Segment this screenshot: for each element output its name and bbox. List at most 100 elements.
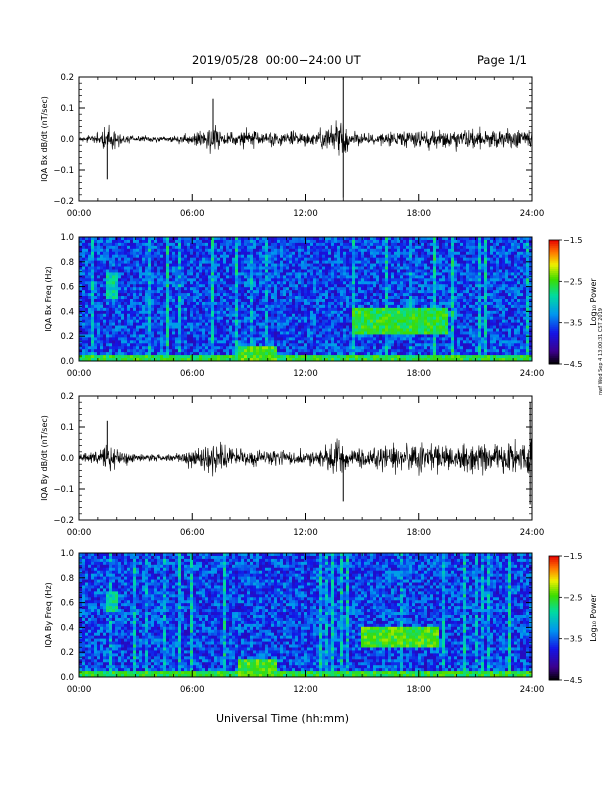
spectrogram-cell xyxy=(208,346,212,350)
spectrogram-cell xyxy=(85,254,89,259)
spectrogram-cell xyxy=(388,310,392,315)
spectrogram-cell xyxy=(289,290,293,294)
spectrogram-cell xyxy=(178,254,182,259)
spectrogram-cell xyxy=(304,284,308,288)
spectrogram-cell xyxy=(343,301,347,306)
spectrogram-cell xyxy=(211,275,215,279)
spectrogram-cell xyxy=(142,293,146,297)
spectrogram-cell xyxy=(412,242,416,247)
spectrogram-cell xyxy=(244,358,248,362)
spectrogram-cell xyxy=(292,293,296,297)
spectrogram-cell xyxy=(397,248,401,253)
spectrogram-cell xyxy=(187,325,191,329)
spectrogram-cell xyxy=(373,248,377,253)
spectrogram-cell xyxy=(100,242,104,247)
spectrogram-cell xyxy=(145,293,149,297)
spectrogram-cell xyxy=(100,337,104,341)
spectrogram-cell xyxy=(196,337,200,341)
spectrogram-cell xyxy=(334,310,338,315)
spectrogram-cell xyxy=(103,266,107,270)
spectrogram-cell xyxy=(364,287,368,291)
spectrogram-cell xyxy=(412,260,416,264)
spectrogram-cell xyxy=(325,260,329,264)
spectrogram-cell xyxy=(139,325,143,329)
spectrogram-cell xyxy=(229,272,233,276)
spectrogram-cell xyxy=(304,319,308,324)
spectrogram-cell xyxy=(319,313,323,318)
spectrogram-cell xyxy=(346,293,350,297)
spectrogram-cell xyxy=(172,301,176,306)
spectrogram-cell xyxy=(403,346,407,350)
spectrogram-cell xyxy=(241,319,245,324)
spectrogram-cell xyxy=(415,304,419,309)
spectrogram-cell xyxy=(244,307,248,312)
spectrogram-cell xyxy=(277,316,281,321)
spectrogram-cell xyxy=(286,328,290,332)
spectrogram-cell xyxy=(139,307,143,312)
spectrogram-cell xyxy=(208,310,212,315)
spectrogram-cell xyxy=(124,245,128,250)
spectrogram-cell xyxy=(127,304,131,309)
spectrogram-cell xyxy=(124,319,128,324)
spectrogram-cell xyxy=(193,355,197,359)
spectrogram-cell xyxy=(352,304,356,309)
spectrogram-cell xyxy=(79,352,83,356)
spectrogram-cell xyxy=(124,257,128,262)
spectrogram-cell xyxy=(94,304,98,309)
spectrogram-cell xyxy=(172,319,176,324)
spectrogram-cell xyxy=(160,299,164,303)
spectrogram-cell xyxy=(223,272,227,276)
spectrogram-cell xyxy=(112,299,116,303)
spectrogram-cell xyxy=(127,343,131,347)
spectrogram-cell xyxy=(298,319,302,324)
spectrogram-cell xyxy=(103,248,107,253)
spectrogram-cell xyxy=(406,331,410,335)
spectrogram-cell xyxy=(295,301,299,306)
spectrogram-cell xyxy=(97,245,101,250)
spectrogram-cell xyxy=(238,325,242,329)
spectrogram-cell xyxy=(334,307,338,312)
spectrogram-cell xyxy=(109,325,113,329)
spectrogram-cell xyxy=(292,284,296,288)
spectrogram-cell xyxy=(364,337,368,341)
spectrogram-cell xyxy=(364,281,368,285)
spectrogram-cell xyxy=(262,296,266,300)
spectrogram-cell xyxy=(175,290,179,294)
spectrogram-cell xyxy=(367,349,371,353)
spectrogram-cell xyxy=(202,293,206,297)
spectrogram-cell xyxy=(271,260,275,264)
spectrogram-cell xyxy=(265,334,269,338)
spectrogram-cell xyxy=(232,337,236,341)
spectrogram-cell xyxy=(388,263,392,267)
spectrogram-cell xyxy=(403,275,407,279)
spectrogram-cell xyxy=(385,287,389,291)
spectrogram-cell xyxy=(370,355,374,359)
spectrogram-cell xyxy=(319,251,323,256)
spectrogram-cell xyxy=(199,304,203,309)
spectrogram-cell xyxy=(184,310,188,315)
spectrogram-cell xyxy=(298,266,302,270)
spectrogram-cell xyxy=(424,316,428,321)
spectrogram-cell xyxy=(232,260,236,264)
spectrogram-cell xyxy=(322,346,326,350)
spectrogram-cell xyxy=(256,322,260,326)
spectrogram-cell xyxy=(115,349,119,353)
spectrogram-cell xyxy=(271,293,275,297)
spectrogram-cell xyxy=(289,355,293,359)
spectrogram-cell xyxy=(205,340,209,344)
spectrogram-cell xyxy=(406,307,410,312)
spectrogram-cell xyxy=(133,266,137,270)
spectrogram-cell xyxy=(148,266,152,270)
spectrogram-cell xyxy=(415,248,419,253)
spectrogram-cell xyxy=(367,299,371,303)
spectrogram-cell xyxy=(391,275,395,279)
spectrogram-cell xyxy=(262,331,266,335)
spectrogram-cell xyxy=(130,239,134,244)
spectrogram-cell xyxy=(253,331,257,335)
spectrogram-cell xyxy=(373,269,377,273)
spectrogram-cell xyxy=(241,299,245,303)
spectrogram-cell xyxy=(268,304,272,309)
spectrogram-cell xyxy=(148,346,152,350)
spectrogram-cell xyxy=(148,248,152,253)
spectrogram-cell xyxy=(226,319,230,324)
